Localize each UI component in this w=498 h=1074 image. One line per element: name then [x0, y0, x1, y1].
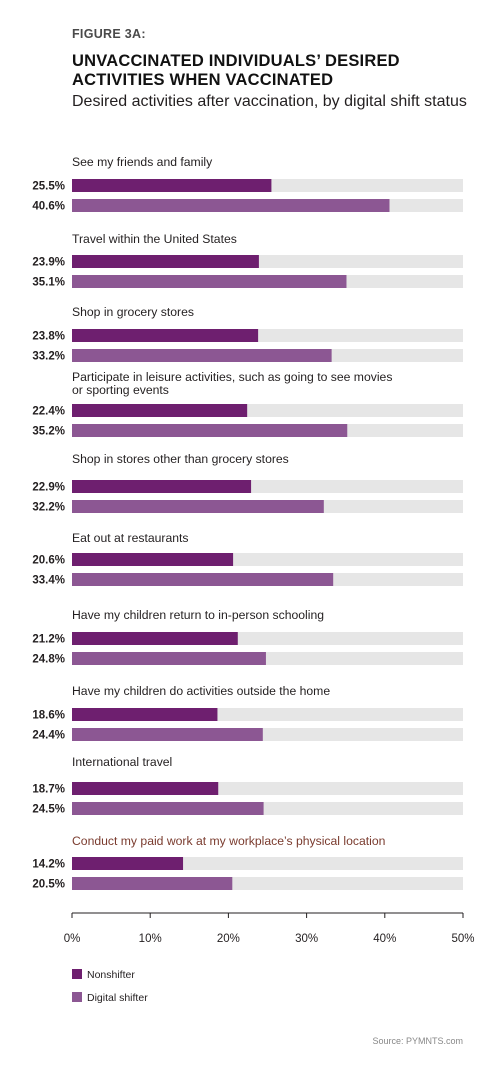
nonshifter-bar — [72, 255, 259, 268]
category-label: Have my children return to in-person sch… — [72, 608, 324, 622]
chart-title: UNVACCINATED INDIVIDUALS’ DESIRED ACTIVI… — [72, 52, 400, 89]
category-label: See my friends and family — [72, 155, 213, 169]
x-tick-label: 0% — [64, 933, 81, 945]
value-label: 23.8% — [32, 331, 65, 343]
value-label: 24.8% — [32, 654, 65, 666]
nonshifter-bar — [72, 782, 219, 795]
x-tick-label: 40% — [373, 933, 396, 945]
digital-shifter-bar — [72, 349, 332, 362]
digital-shifter-bar — [72, 652, 266, 665]
legend-label: Digital shifter — [87, 992, 148, 1004]
value-label: 35.2% — [32, 426, 65, 438]
value-label: 22.4% — [32, 406, 65, 418]
value-label: 20.5% — [32, 879, 65, 891]
category-label: or sporting events — [72, 383, 169, 397]
value-label: 21.2% — [32, 634, 65, 646]
category-label: Travel within the United States — [72, 232, 237, 246]
nonshifter-bar — [72, 708, 218, 721]
value-label: 35.1% — [32, 277, 65, 289]
category-label: Participate in leisure activities, such … — [72, 370, 392, 384]
value-label: 32.2% — [32, 502, 65, 514]
x-tick-label: 20% — [217, 933, 240, 945]
category-label: Shop in grocery stores — [72, 305, 194, 319]
figure-label: FIGURE 3A: — [72, 27, 146, 41]
digital-shifter-bar — [72, 500, 324, 513]
digital-shifter-bar — [72, 424, 348, 437]
nonshifter-bar — [72, 553, 234, 566]
value-label: 33.4% — [32, 575, 65, 587]
category-label: Have my children do activities outside t… — [72, 684, 330, 698]
value-label: 20.6% — [32, 555, 65, 567]
value-label: 25.5% — [32, 181, 65, 193]
legend-label: Nonshifter — [87, 969, 135, 981]
nonshifter-bar — [72, 480, 252, 493]
nonshifter-bar — [72, 329, 259, 342]
category-label: Shop in stores other than grocery stores — [72, 452, 289, 466]
legend-swatch-nonshifter — [72, 969, 82, 979]
nonshifter-bar — [72, 179, 272, 192]
legend-swatch-digital-shifter — [72, 992, 82, 1002]
x-tick-label: 30% — [295, 933, 318, 945]
value-label: 18.6% — [32, 710, 65, 722]
nonshifter-bar — [72, 404, 248, 417]
category-label: Eat out at restaurants — [72, 531, 189, 545]
x-tick-label: 50% — [451, 933, 474, 945]
digital-shifter-bar — [72, 573, 334, 586]
value-label: 18.7% — [32, 784, 65, 796]
value-label: 33.2% — [32, 351, 65, 363]
category-label: Conduct my paid work at my workplace’s p… — [72, 834, 385, 848]
value-label: 24.5% — [32, 804, 65, 816]
value-label: 22.9% — [32, 482, 65, 494]
value-label: 23.9% — [32, 257, 65, 269]
source-note: Source: PYMNTS.com — [372, 1036, 463, 1046]
digital-shifter-bar — [72, 275, 347, 288]
digital-shifter-bar — [72, 728, 263, 741]
value-label: 40.6% — [32, 201, 65, 213]
digital-shifter-bar — [72, 199, 390, 212]
nonshifter-bar — [72, 857, 184, 870]
nonshifter-bar — [72, 632, 238, 645]
value-label: 24.4% — [32, 730, 65, 742]
x-tick-label: 10% — [139, 933, 162, 945]
chart-subtitle: Desired activities after vaccination, by… — [72, 93, 467, 110]
category-label: International travel — [72, 755, 172, 769]
digital-shifter-bar — [72, 877, 233, 890]
value-label: 14.2% — [32, 859, 65, 871]
digital-shifter-bar — [72, 802, 264, 815]
